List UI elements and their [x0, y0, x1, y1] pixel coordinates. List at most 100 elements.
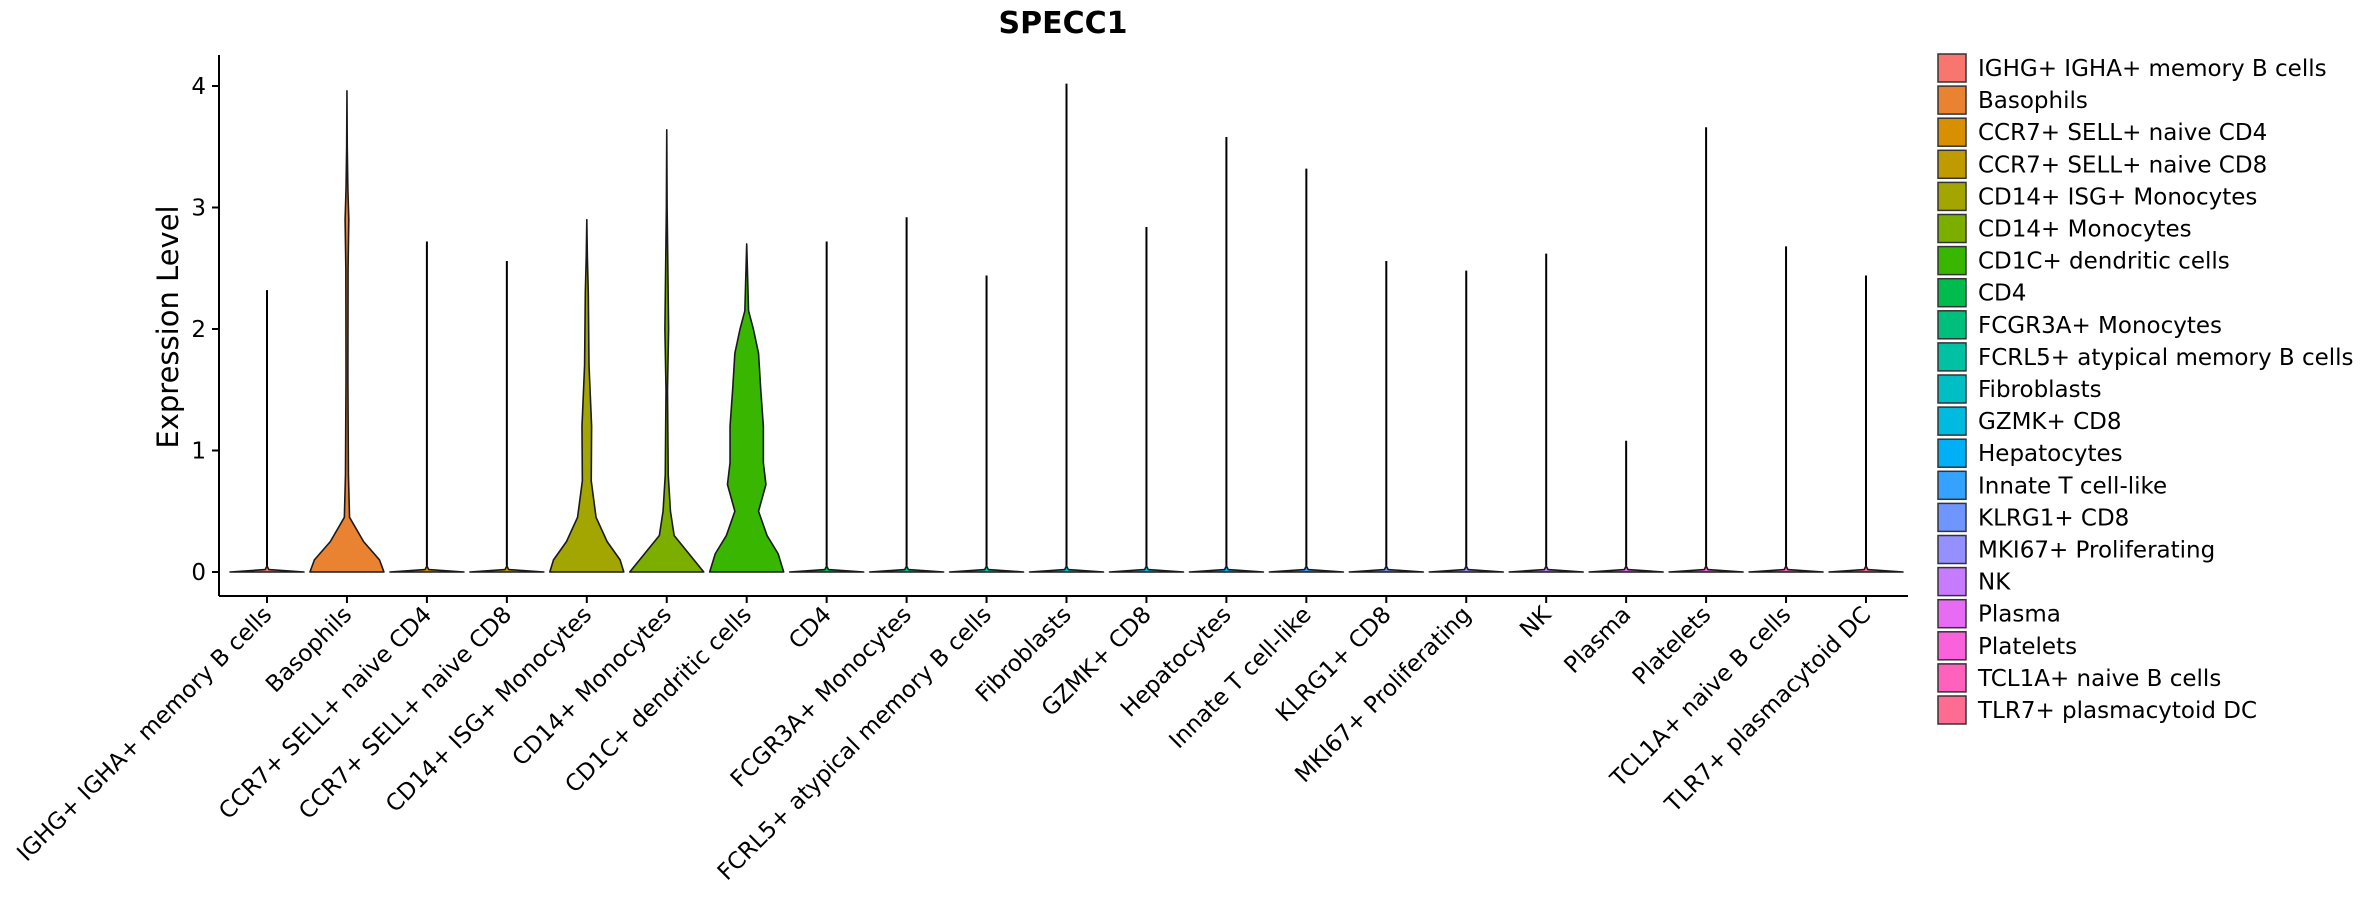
- legend-swatch: [1937, 598, 1967, 629]
- legend-swatch: [1937, 534, 1967, 565]
- y-axis-label: Expression Level: [151, 205, 185, 448]
- x-ticks-group: IGHG+ IGHA+ memory B cellsBasophilsCCR7+…: [12, 596, 1876, 886]
- legend-label: FCRL5+ atypical memory B cells: [1978, 345, 2354, 371]
- legend: IGHG+ IGHA+ memory B cells Basophils CCR7+…: [1937, 53, 2354, 725]
- violin-cd1c-dendritic-cells: [708, 243, 785, 573]
- violin-fcrl5-atypical-memory-b-cells: [948, 275, 1025, 573]
- legend-item: Plasma: [1937, 598, 2061, 629]
- legend-item: NK: [1937, 566, 2011, 597]
- violin-ccr7-sell-naive-cd8: [469, 260, 545, 573]
- violin-shape: [1188, 565, 1265, 573]
- legend-label: GZMK+ CD8: [1978, 409, 2122, 435]
- legend-item: CCR7+ SELL+ naive CD8: [1937, 149, 2267, 180]
- legend-item: GZMK+ CD8: [1937, 406, 2122, 436]
- legend-label: TCL1A+ naive B cells: [1977, 666, 2221, 692]
- violin-shape: [708, 243, 785, 573]
- violin-cd14-monocytes: [628, 128, 705, 573]
- legend-item: CD14+ Monocytes: [1937, 213, 2192, 244]
- violin-shape: [1828, 565, 1904, 573]
- legend-swatch: [1937, 85, 1967, 115]
- violin-platelets: [1668, 127, 1744, 573]
- y-tick-label: 0: [191, 560, 206, 586]
- violin-shape: [1268, 565, 1345, 573]
- legend-swatch: [1937, 695, 1967, 725]
- violin-shape: [469, 565, 545, 573]
- y-tick-label: 1: [191, 439, 206, 465]
- legend-label: Plasma: [1978, 602, 2061, 628]
- legend-item: FCRL5+ atypical memory B cells: [1937, 342, 2354, 372]
- legend-label: Innate T cell-like: [1978, 473, 2167, 499]
- violin-nk: [1508, 253, 1584, 573]
- legend-label: Platelets: [1978, 634, 2077, 660]
- legend-label: TLR7+ plasmacytoid DC: [1977, 698, 2257, 724]
- violin-fibroblasts: [1028, 83, 1105, 573]
- legend-label: NK: [1978, 570, 2011, 596]
- legend-swatch: [1937, 117, 1967, 147]
- violin-fcgr3a-monocytes: [868, 217, 945, 573]
- legend-swatch: [1937, 213, 1967, 244]
- violin-shape: [628, 128, 705, 573]
- legend-item: IGHG+ IGHA+ memory B cells: [1937, 53, 2327, 83]
- violin-innate-t-cell-like: [1268, 168, 1345, 573]
- legend-item: Fibroblasts: [1937, 374, 2102, 404]
- legend-swatch: [1937, 502, 1967, 533]
- legend-swatch: [1937, 470, 1967, 501]
- legend-label: CCR7+ SELL+ naive CD8: [1978, 152, 2267, 178]
- legend-swatch: [1937, 53, 1967, 83]
- violin-shape: [1748, 565, 1824, 573]
- violin-shape: [1348, 565, 1425, 573]
- legend-label: CCR7+ SELL+ naive CD4: [1978, 120, 2267, 146]
- legend-item: TLR7+ plasmacytoid DC: [1937, 695, 2257, 725]
- legend-label: CD14+ ISG+ Monocytes: [1978, 184, 2257, 210]
- violin-shape: [1028, 565, 1105, 573]
- legend-swatch: [1937, 631, 1967, 661]
- legend-label: FCGR3A+ Monocytes: [1978, 313, 2222, 339]
- legend-label: CD4: [1978, 281, 2026, 307]
- violin-shape: [1428, 565, 1505, 573]
- violin-shape: [389, 565, 465, 573]
- legend-item: MKI67+ Proliferating: [1937, 534, 2215, 565]
- x-tick-label: Innate T cell-like: [1164, 602, 1316, 754]
- legend-item: Platelets: [1937, 631, 2077, 661]
- violin-cd14-isg-monocytes: [549, 218, 625, 573]
- legend-label: IGHG+ IGHA+ memory B cells: [1978, 56, 2327, 82]
- legend-swatch: [1937, 245, 1967, 276]
- x-tick-label: IGHG+ IGHA+ memory B cells: [12, 602, 277, 867]
- legend-item: KLRG1+ CD8: [1937, 502, 2129, 533]
- legend-item: Hepatocytes: [1937, 438, 2123, 468]
- violin-basophils: [309, 90, 385, 573]
- legend-swatch: [1937, 277, 1967, 308]
- legend-item: FCGR3A+ Monocytes: [1937, 310, 2222, 340]
- legend-item: TCL1A+ naive B cells: [1937, 663, 2221, 693]
- violin-shape: [229, 565, 305, 573]
- violin-tlr7-plasmacytoid-dc: [1828, 275, 1904, 573]
- violin-shape: [1588, 565, 1664, 573]
- legend-swatch: [1937, 181, 1967, 212]
- legend-item: CD4: [1937, 277, 2026, 308]
- violin-plasma: [1588, 440, 1664, 573]
- violin-shape: [1668, 565, 1744, 573]
- x-tick-label: NK: [1515, 601, 1557, 643]
- axes-group: [218, 55, 1908, 597]
- legend-swatch: [1937, 374, 1967, 404]
- legend-label: Fibroblasts: [1978, 377, 2102, 403]
- violin-shape: [309, 90, 385, 573]
- legend-swatch: [1937, 149, 1967, 180]
- legend-swatch: [1937, 406, 1967, 436]
- legend-swatch: [1937, 310, 1967, 340]
- violin-mki67-proliferating: [1428, 270, 1505, 573]
- x-tick-label: CD14+ Monocytes: [508, 602, 677, 771]
- legend-item: CD14+ ISG+ Monocytes: [1937, 181, 2257, 212]
- legend-item: CCR7+ SELL+ naive CD4: [1937, 117, 2267, 147]
- violin-gzmk-cd8: [1108, 226, 1185, 573]
- violin-shape: [788, 565, 865, 573]
- legend-label: Hepatocytes: [1978, 441, 2123, 467]
- legend-label: CD14+ Monocytes: [1978, 217, 2192, 243]
- legend-label: CD1C+ dendritic cells: [1978, 249, 2230, 275]
- violin-cd4: [788, 241, 865, 573]
- violin-shape: [868, 565, 945, 573]
- violin-shape: [1108, 565, 1185, 573]
- y-tick-label: 2: [191, 317, 206, 343]
- legend-swatch: [1937, 342, 1967, 372]
